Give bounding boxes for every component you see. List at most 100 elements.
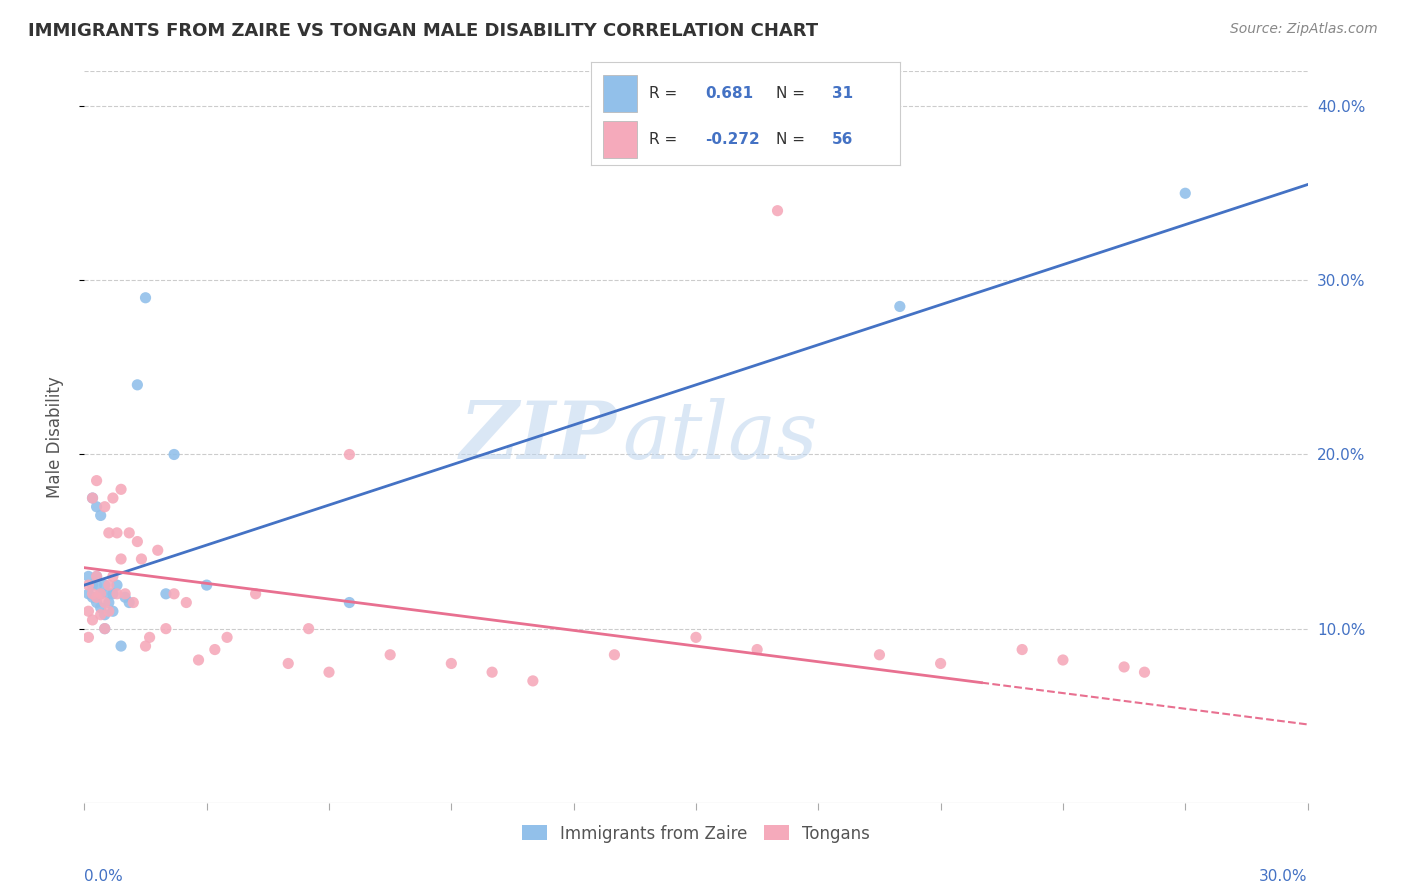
Point <box>77 604 100 618</box>
Point <box>93 622 115 636</box>
Point <box>90 508 112 523</box>
Point <box>101 491 124 505</box>
Point <box>77 631 100 645</box>
Point <box>82 591 104 605</box>
Text: 31: 31 <box>832 86 853 101</box>
Text: atlas: atlas <box>623 399 818 475</box>
Legend: Immigrants from Zaire, Tongans: Immigrants from Zaire, Tongans <box>515 818 877 849</box>
Text: IMMIGRANTS FROM ZAIRE VS TONGAN MALE DISABILITY CORRELATION CHART: IMMIGRANTS FROM ZAIRE VS TONGAN MALE DIS… <box>28 22 818 40</box>
Point <box>339 448 361 462</box>
Point <box>86 591 108 605</box>
Point <box>127 534 149 549</box>
Point <box>522 673 544 688</box>
Point <box>90 607 112 622</box>
Point <box>131 552 153 566</box>
Point <box>929 657 952 671</box>
Point <box>110 552 132 566</box>
Point <box>77 587 100 601</box>
Point <box>174 595 197 609</box>
FancyBboxPatch shape <box>603 121 637 158</box>
Text: 0.0%: 0.0% <box>84 869 124 884</box>
Point <box>110 639 132 653</box>
Point <box>122 595 145 609</box>
Point <box>245 587 267 601</box>
Point <box>685 631 707 645</box>
Point <box>277 657 299 671</box>
Text: 0.681: 0.681 <box>704 86 754 101</box>
Point <box>93 578 115 592</box>
Text: ZIP: ZIP <box>460 399 616 475</box>
Point <box>82 613 104 627</box>
Point <box>204 642 226 657</box>
Text: R =: R = <box>650 132 682 147</box>
Point <box>101 569 124 583</box>
Point <box>481 665 503 680</box>
Point <box>380 648 402 662</box>
Point <box>90 587 112 601</box>
Point <box>146 543 169 558</box>
Text: R =: R = <box>650 86 682 101</box>
Point <box>318 665 340 680</box>
Point <box>93 622 115 636</box>
Point <box>82 587 104 601</box>
Text: -0.272: -0.272 <box>704 132 759 147</box>
Point <box>339 595 361 609</box>
Point <box>869 648 891 662</box>
Point <box>97 578 120 592</box>
Point <box>1052 653 1074 667</box>
Point <box>101 587 124 601</box>
Point <box>82 491 104 505</box>
Text: N =: N = <box>776 86 810 101</box>
Point <box>101 604 124 618</box>
Point <box>747 642 769 657</box>
Point <box>127 377 149 392</box>
Point <box>90 600 112 615</box>
Point <box>86 569 108 583</box>
Point <box>603 648 626 662</box>
Point <box>135 639 157 653</box>
Point <box>97 587 120 601</box>
Point <box>97 604 120 618</box>
Point <box>1133 665 1156 680</box>
Point <box>77 578 100 592</box>
Point <box>1174 186 1197 201</box>
Point <box>105 578 128 592</box>
Point <box>93 595 115 609</box>
Point <box>889 300 911 314</box>
Point <box>93 500 115 514</box>
Point <box>93 607 115 622</box>
Text: Source: ZipAtlas.com: Source: ZipAtlas.com <box>1230 22 1378 37</box>
Text: 30.0%: 30.0% <box>1260 869 1308 884</box>
Point <box>163 448 186 462</box>
FancyBboxPatch shape <box>603 75 637 112</box>
Point <box>195 578 218 592</box>
Point <box>114 587 136 601</box>
Point <box>298 622 321 636</box>
Point <box>82 578 104 592</box>
Point <box>110 483 132 497</box>
Point <box>440 657 463 671</box>
Point <box>118 525 141 540</box>
Point <box>155 622 177 636</box>
Point <box>135 291 157 305</box>
Point <box>766 203 789 218</box>
Point <box>155 587 177 601</box>
Point <box>86 500 108 514</box>
Point <box>90 587 112 601</box>
Point <box>97 525 120 540</box>
Point <box>86 474 108 488</box>
Point <box>86 595 108 609</box>
Point <box>105 587 128 601</box>
Point <box>187 653 209 667</box>
Y-axis label: Male Disability: Male Disability <box>45 376 63 498</box>
Point <box>1011 642 1033 657</box>
Point <box>82 491 104 505</box>
Point <box>77 569 100 583</box>
Point <box>86 578 108 592</box>
Text: N =: N = <box>776 132 810 147</box>
Point <box>217 631 239 645</box>
Point <box>1114 660 1136 674</box>
Point <box>97 595 120 609</box>
Point <box>163 587 186 601</box>
Point <box>118 595 141 609</box>
